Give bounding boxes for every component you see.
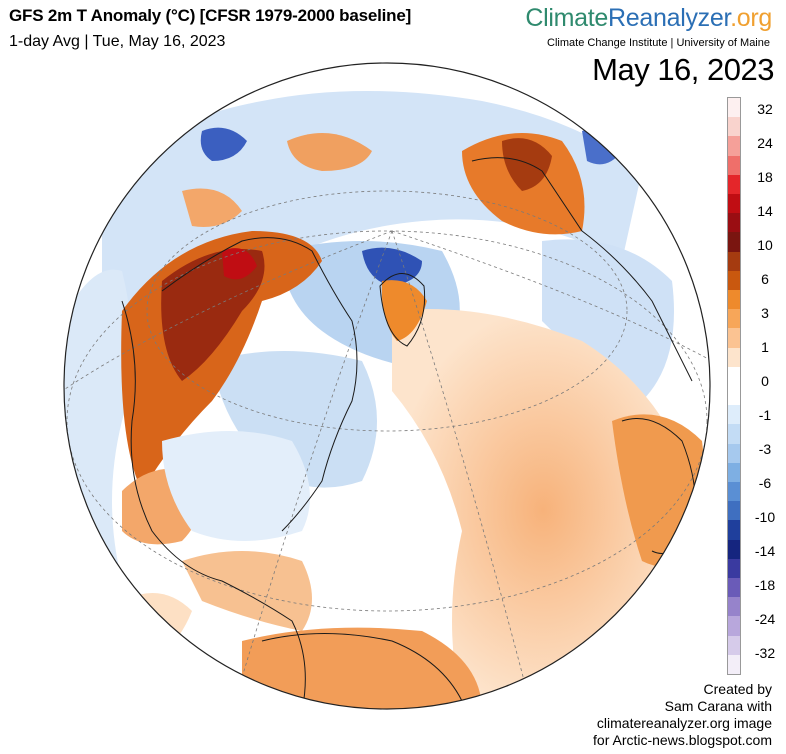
colorbar-segment [728, 194, 740, 214]
colorbar-segment [728, 539, 740, 559]
colorbar-tick-label: 1 [761, 339, 769, 355]
colorbar-segment [728, 520, 740, 540]
colorbar-segment [728, 270, 740, 291]
graticule-lines [64, 190, 710, 709]
colorbar-tick-label: 14 [757, 203, 773, 219]
colorbar-tick-label: 10 [757, 237, 773, 253]
brand-part-3: .org [730, 4, 772, 32]
credit-line-2: Sam Carana with [664, 698, 772, 714]
colorbar-tick-label: 32 [757, 101, 773, 117]
colorbar-tick-label: -32 [754, 645, 776, 661]
colorbar-segment [728, 386, 740, 406]
colorbar-segment [728, 405, 740, 425]
colorbar-segment [728, 251, 740, 271]
credit-line-1: Created by [703, 681, 772, 697]
colorbar-tick-label: -24 [754, 611, 776, 627]
colorbar-segment [728, 654, 740, 675]
colorbar-segment [728, 136, 740, 156]
colorbar-segment [728, 174, 740, 195]
credit-line-3: climatereanalyzer.org image [596, 715, 772, 731]
colorbar-tick-label: -10 [754, 509, 776, 525]
institute-label: Climate Change Institute | University of… [547, 37, 770, 49]
colorbar-segment [728, 462, 740, 483]
colorbar [727, 97, 741, 675]
credit-line-4: for Arctic-news.blogspot.com [593, 732, 772, 748]
colorbar-segment [728, 347, 740, 367]
brand-part-1: Climate [525, 4, 609, 32]
colorbar-segment [728, 213, 740, 233]
colorbar-tick-label: 6 [761, 271, 769, 287]
map-title: GFS 2m T Anomaly (°C) [CFSR 1979-2000 ba… [9, 6, 412, 25]
colorbar-tick-label: 24 [757, 135, 773, 151]
colorbar-segment [728, 117, 740, 137]
colorbar-tick-label: 3 [761, 305, 769, 321]
colorbar-segment [728, 443, 740, 463]
colorbar-segment [728, 616, 740, 636]
colorbar-segment [728, 98, 740, 118]
colorbar-tick-label: -3 [758, 441, 772, 457]
colorbar-segment [728, 482, 740, 502]
colorbar-segment [728, 501, 740, 521]
globe-map [63, 62, 711, 710]
colorbar-segment [728, 578, 740, 598]
colorbar-segment [728, 155, 740, 175]
colorbar-tick-label: 18 [757, 169, 773, 185]
colorbar-tick-label: -1 [758, 407, 772, 423]
brand-logo[interactable]: ClimateReanalyzer.org [525, 4, 772, 33]
colorbar-segment [728, 232, 740, 252]
date-label: May 16, 2023 [592, 52, 774, 87]
colorbar-tick-label: -18 [754, 577, 776, 593]
colorbar-segment [728, 635, 740, 655]
colorbar-segment [728, 328, 740, 348]
colorbar-segment [728, 424, 740, 444]
colorbar-tick-label: -14 [754, 543, 776, 559]
globe-outline [63, 62, 711, 710]
colorbar-segment [728, 558, 740, 579]
colorbar-tick-label: -6 [758, 475, 772, 491]
map-subtitle: 1-day Avg | Tue, May 16, 2023 [9, 33, 226, 50]
colorbar-segment [728, 290, 740, 310]
anomaly-field [64, 63, 710, 709]
colorbar-segment [728, 366, 740, 387]
credit-block: Created by Sam Carana with climatereanal… [593, 681, 772, 749]
colorbar-segment [728, 597, 740, 617]
colorbar-tick-label: 0 [761, 373, 769, 389]
brand-part-2: Reanalyzer [608, 4, 731, 32]
colorbar-segment [728, 309, 740, 329]
